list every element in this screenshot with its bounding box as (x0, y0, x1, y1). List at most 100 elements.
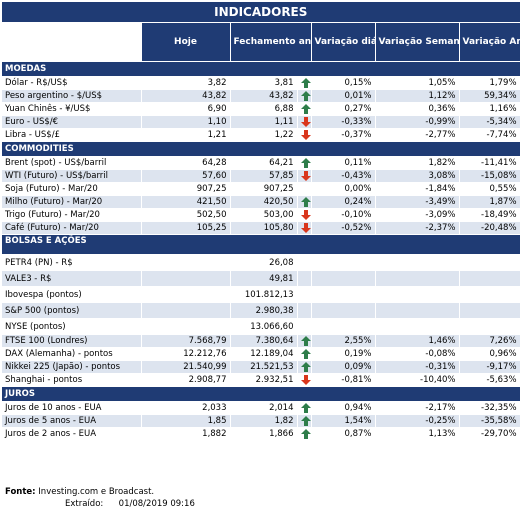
row-arrow-cell (297, 182, 312, 196)
row-variacao-anual: 1,79% (459, 76, 521, 90)
row-hoje: 3,82 (141, 76, 231, 90)
row-arrow-cell (297, 156, 312, 170)
row-variacao-anual: -15,08% (459, 169, 521, 183)
row-variacao-diaria: 1,54% (311, 414, 376, 428)
row-variacao-anual (459, 254, 521, 271)
row-name: NYSE (pontos) (2, 318, 142, 335)
table-row: Nikkei 225 (Japão) - pontos 21.540,99 21.5… (2, 360, 521, 374)
row-variacao-diaria: -0,52% (311, 221, 376, 235)
row-variacao-diaria: -0,43% (311, 169, 376, 183)
row-hoje (141, 254, 231, 271)
arrow-down-icon (300, 129, 310, 140)
row-variacao-semanal: -2,17% (375, 401, 460, 415)
row-variacao-diaria: 0,15% (311, 76, 376, 90)
row-hoje (141, 302, 231, 319)
row-variacao-anual: 7,26% (459, 334, 521, 348)
row-name: VALE3 - R$ (2, 270, 142, 287)
row-hoje: 7.568,79 (141, 334, 231, 348)
arrow-up-icon (300, 348, 310, 359)
row-variacao-anual: -5,63% (459, 373, 521, 387)
row-hoje: 21.540,99 (141, 360, 231, 374)
row-variacao-semanal: -0,08% (375, 347, 460, 361)
table-row: NYSE (pontos) 13.066,60 (2, 318, 521, 335)
table-row: Peso argentino - $/US$ 43,82 43,82 0,01% 1,1… (2, 89, 521, 103)
footer-fonte-text: Investing.com e Broadcast. (38, 487, 155, 497)
row-variacao-diaria: 0,87% (311, 427, 376, 441)
row-variacao-semanal: 1,46% (375, 334, 460, 348)
row-variacao-anual: -7,74% (459, 128, 521, 142)
row-name: PETR4 (PN) - R$ (2, 254, 142, 271)
row-variacao-semanal: 1,13% (375, 427, 460, 441)
row-name: Dólar - R$/US$ (2, 76, 142, 90)
row-arrow-cell (297, 169, 312, 183)
table-row: Ibovespa (pontos) 101.812,13 (2, 286, 521, 303)
row-hoje: 2,033 (141, 401, 231, 415)
row-arrow-cell (297, 334, 312, 348)
row-hoje: 105,25 (141, 221, 231, 235)
row-variacao-semanal: -0,99% (375, 115, 460, 129)
row-fechamento-anterior: 2,014 (230, 401, 298, 415)
row-variacao-diaria: 0,09% (311, 360, 376, 374)
row-variacao-diaria (311, 270, 376, 287)
header-blank-cell (2, 22, 142, 62)
row-fechamento-anterior: 57,85 (230, 169, 298, 183)
row-hoje: 1,882 (141, 427, 231, 441)
row-variacao-diaria: -0,37% (311, 128, 376, 142)
row-name: Soja (Futuro) - Mar/20 (2, 182, 142, 196)
row-variacao-semanal: 1,05% (375, 76, 460, 90)
row-variacao-semanal (375, 286, 460, 303)
row-name: Shanghai - pontos (2, 373, 142, 387)
table-row: Juros de 10 anos - EUA 2,033 2,014 0,94% -2,… (2, 401, 521, 415)
arrow-up-icon (300, 428, 310, 439)
row-hoje: 12.212,76 (141, 347, 231, 361)
row-name: Juros de 10 anos - EUA (2, 401, 142, 415)
row-fechamento-anterior: 2.980,38 (230, 302, 298, 319)
row-hoje: 43,82 (141, 89, 231, 103)
row-name: S&P 500 (pontos) (2, 302, 142, 319)
row-arrow-cell (297, 221, 312, 235)
row-fechamento-anterior: 420,50 (230, 195, 298, 209)
arrow-up-icon (300, 157, 310, 168)
row-hoje (141, 318, 231, 335)
footer-extraido-value: 01/08/2019 09:16 (118, 499, 195, 509)
row-arrow-cell (297, 347, 312, 361)
row-variacao-anual (459, 302, 521, 319)
row-hoje: 907,25 (141, 182, 231, 196)
row-fechamento-anterior: 26,08 (230, 254, 298, 271)
row-variacao-anual: -35,58% (459, 414, 521, 428)
row-arrow-cell (297, 414, 312, 428)
row-arrow-cell (297, 102, 312, 116)
row-arrow-cell (297, 254, 312, 271)
arrow-up-icon (300, 361, 310, 372)
row-fechamento-anterior: 1,82 (230, 414, 298, 428)
arrow-up-icon (300, 103, 310, 114)
row-variacao-semanal: -0,31% (375, 360, 460, 374)
table-row: Café (Futuro) - Mar/20 105,25 105,80 -0,52%… (2, 221, 521, 235)
row-fechamento-anterior: 43,82 (230, 89, 298, 103)
row-name: Juros de 5 anos - EUA (2, 414, 142, 428)
header-variacao-diaria: Variação diária (%) (311, 22, 376, 62)
row-variacao-diaria (311, 302, 376, 319)
row-fechamento-anterior: 49,81 (230, 270, 298, 287)
row-variacao-diaria: -0,33% (311, 115, 376, 129)
row-variacao-semanal (375, 318, 460, 335)
row-arrow-cell (297, 302, 312, 319)
row-hoje (141, 270, 231, 287)
row-arrow-cell (297, 401, 312, 415)
row-variacao-semanal: -1,84% (375, 182, 460, 196)
footer-extraido-label: Extraído: (65, 499, 104, 509)
row-name: DAX (Alemanha) - pontos (2, 347, 142, 361)
row-variacao-semanal: -0,25% (375, 414, 460, 428)
header-variacao-semanal: Variação Semanal (%) (375, 22, 460, 62)
row-variacao-anual: 59,34% (459, 89, 521, 103)
footer-fonte-label: Fonte: (5, 487, 36, 497)
row-variacao-anual: 0,96% (459, 347, 521, 361)
row-variacao-diaria: 0,11% (311, 156, 376, 170)
row-fechamento-anterior: 21.521,53 (230, 360, 298, 374)
row-variacao-anual: -9,17% (459, 360, 521, 374)
row-fechamento-anterior: 2.932,51 (230, 373, 298, 387)
row-arrow-cell (297, 76, 312, 90)
table-row: DAX (Alemanha) - pontos 12.212,76 12.189,0… (2, 347, 521, 361)
table-row: VALE3 - R$ 49,81 (2, 270, 521, 287)
